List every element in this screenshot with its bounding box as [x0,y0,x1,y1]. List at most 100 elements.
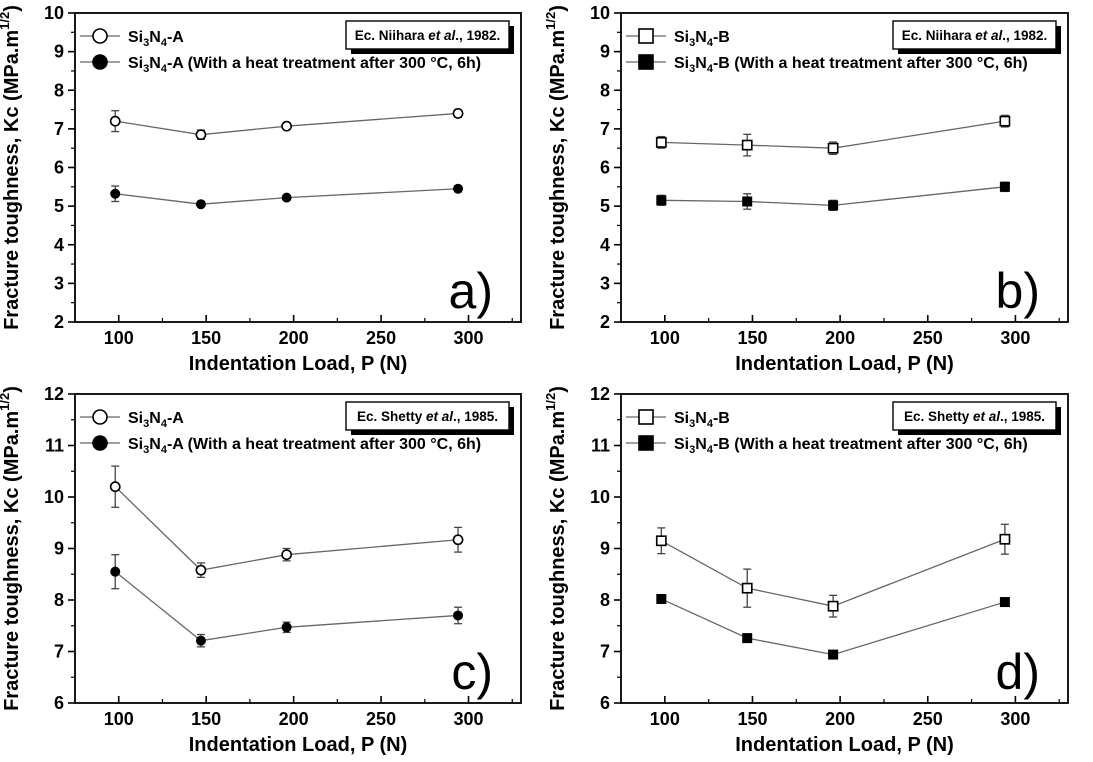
y-tick-label: 8 [600,80,610,100]
square-filled-legend-marker-icon [638,54,654,70]
legend-label: Si3N4-A [128,29,184,49]
series-line [115,112,459,136]
series-line [661,120,1005,149]
x-tick-label: 250 [366,709,396,729]
panel-c-container: 100 150 200 250 300 6 7 8 9 10 11 12 Indentation Loa… [0,381,546,762]
x-tick-label: 250 [913,709,943,729]
data-point-marker [999,181,1010,192]
legend-label: Si3N4-B (With a heat treatment after 300… [674,55,1028,75]
y-axis-title: Fracture toughness, Kc (MPa.m1/2) [546,5,569,330]
legend-label: Si3N4-B [674,29,730,49]
series-untreated [655,114,1011,157]
y-axis-title: Fracture toughness, Kc (MPa.m1/2) [0,386,23,711]
x-tick-label: 150 [191,328,221,348]
x-tick-label: 300 [1000,328,1030,348]
series-line [114,486,459,571]
reference-box: Ec. Niihara et al., 1982. [345,20,514,54]
x-tick-label: 200 [825,328,855,348]
x-axis-title: Indentation Load, P (N) [735,734,954,756]
y-tick-label: 12 [44,384,64,404]
data-point-marker [655,136,667,148]
circle-open-legend-marker-icon [92,28,108,44]
panel-letter-label: a) [449,263,493,319]
legend-label: Si3N4-B (With a heat treatment after 300… [674,436,1028,456]
data-point-marker [742,196,753,207]
panel-background [546,381,1093,762]
x-tick-label: 200 [279,328,309,348]
data-point-marker [195,129,207,141]
y-tick-label: 9 [600,539,610,559]
x-tick-label: 200 [825,709,855,729]
data-point-marker [452,108,464,119]
y-tick-label: 9 [54,42,64,62]
data-point-marker [999,533,1011,545]
legend: Si3N4-A Si3N4-A (With a heat treatment af… [80,409,481,456]
data-point-marker [195,564,207,576]
legend-item: Si3N4-A (With a heat treatment after 300… [80,54,481,75]
data-point-marker [109,481,121,493]
y-tick-label: 3 [600,273,610,293]
y-tick-label: 8 [54,590,64,610]
circle-filled-legend-marker-icon [92,54,108,70]
data-point-marker [452,534,464,546]
reference-box-frame [345,20,510,50]
series-line [661,186,1005,207]
panel-letter-label: c) [451,644,493,700]
panel-b-container: 100 150 200 250 300 2 3 4 5 6 7 8 9 10 Indentation Loa… [546,0,1093,381]
data-point-marker [999,115,1011,127]
x-axis: 100 150 200 250 300 [650,315,1060,348]
data-point-marker [109,115,121,127]
y-axis: 2 3 4 5 6 7 8 9 10 [590,3,621,332]
data-point-marker [742,633,753,644]
y-tick-label: 6 [54,158,64,178]
circle-filled-legend-marker-icon [92,435,108,451]
reference-box: Ec. Shetty et al., 1985. [892,401,1061,435]
x-axis: 100 150 200 250 300 [104,696,513,729]
data-point-marker [281,622,292,633]
chart-panel-c: 100 150 200 250 300 6 7 8 9 10 11 12 Indentation Loa… [0,381,546,762]
x-tick-label: 100 [650,709,680,729]
x-tick-label: 200 [279,709,309,729]
panel-letter-label: b) [996,263,1040,319]
panel-letter-label: d) [996,644,1040,700]
y-tick-label: 4 [600,235,610,255]
data-point-marker [195,635,206,646]
y-tick-label: 11 [591,436,610,456]
x-tick-label: 100 [104,328,134,348]
data-point-marker [281,120,293,132]
legend: Si3N4-A Si3N4-A (With a heat treatment af… [80,28,481,75]
y-tick-label: 10 [44,3,64,23]
x-tick-label: 150 [737,328,767,348]
y-tick-label: 7 [54,119,64,139]
data-point-marker [453,183,464,194]
reference-box-frame [345,401,510,431]
y-tick-label: 10 [44,487,64,507]
y-axis: 2 3 4 5 6 7 8 9 10 [44,3,75,332]
reference-box-frame [892,20,1057,50]
series-heat-treated [110,183,464,210]
y-tick-label: 9 [54,539,64,559]
x-axis-title: Indentation Load, P (N) [735,353,954,375]
reference-text: Ec. Niihara et al., 1982. [355,28,501,43]
y-tick-label: 9 [600,42,610,62]
y-tick-label: 6 [600,158,610,178]
data-point-marker [827,600,839,612]
data-point-marker [656,195,667,206]
data-point-marker [655,535,667,547]
data-point-marker [999,597,1010,608]
y-tick-label: 12 [590,384,610,404]
y-tick-label: 2 [54,312,64,332]
legend-label: Si3N4-A (With a heat treatment after 300… [128,436,481,456]
x-tick-label: 150 [191,709,221,729]
x-axis: 100 150 200 250 300 [650,696,1060,729]
panel-d-container: 100 150 200 250 300 6 7 8 9 10 11 12 Indentation Loa… [546,381,1093,762]
y-tick-label: 6 [54,693,64,713]
y-tick-label: 5 [600,196,610,216]
series-heat-treated [110,554,464,648]
data-point-marker [741,582,753,594]
legend: Si3N4-B Si3N4-B (With a heat treatment af… [626,28,1028,75]
legend-item: Si3N4-B [626,28,730,49]
x-tick-label: 300 [454,328,484,348]
series-heat-treated [656,181,1010,212]
